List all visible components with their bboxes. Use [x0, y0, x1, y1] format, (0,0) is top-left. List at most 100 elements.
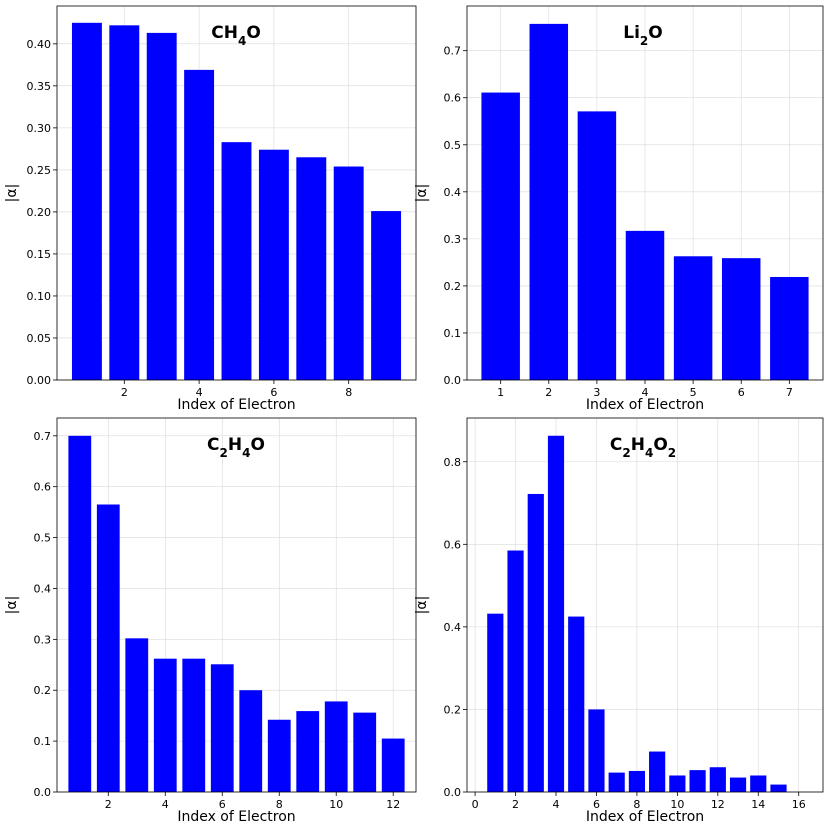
bar	[547, 435, 565, 792]
bar	[210, 664, 234, 792]
x-tick-label: 6	[593, 798, 600, 811]
y-tick-label: 0.0	[444, 374, 462, 387]
bar	[333, 166, 364, 380]
chart-title: C2H4O	[207, 435, 265, 460]
y-tick-label: 0.8	[444, 456, 462, 469]
bar	[296, 157, 327, 380]
bar	[146, 32, 177, 381]
bar	[153, 658, 177, 792]
x-tick-label: 12	[711, 798, 725, 811]
bar	[729, 777, 747, 792]
bar	[669, 775, 686, 792]
x-tick-label: 16	[792, 798, 806, 811]
y-tick-label: 0.1	[444, 327, 462, 340]
bar	[239, 690, 263, 792]
bar	[324, 701, 348, 792]
bar	[487, 613, 504, 792]
y-tick-label: 0.4	[444, 621, 462, 634]
bar	[96, 504, 120, 792]
bar	[770, 784, 787, 792]
x-tick-label: 8	[345, 386, 352, 399]
bar	[577, 111, 617, 381]
x-tick-label: 4	[642, 386, 649, 399]
bar	[267, 719, 291, 792]
x-axis-label: Index of Electron	[586, 397, 704, 413]
y-tick-label: 0.5	[34, 532, 52, 545]
y-tick-label: 0.00	[27, 374, 52, 387]
bar	[750, 775, 767, 792]
bar	[721, 258, 761, 380]
y-axis-label: |α|	[414, 596, 430, 615]
x-tick-label: 4	[196, 386, 203, 399]
y-tick-label: 0.7	[444, 45, 462, 58]
bar	[628, 770, 645, 792]
chart-c2h4o2: 0.0 0.2 0.4 0.6 0.8 0 2 4 6 8 10 12 14 16 Index of Ele…	[414, 417, 824, 825]
bar	[608, 772, 625, 792]
x-tick-label: 6	[738, 386, 745, 399]
y-tick-label: 0.25	[27, 164, 52, 177]
y-tick-label: 0.0	[34, 786, 52, 799]
y-tick-label: 0.1	[34, 735, 52, 748]
x-tick-label: 10	[329, 798, 343, 811]
bar	[529, 23, 569, 380]
y-tick-label: 0.2	[444, 280, 462, 293]
bar	[68, 435, 92, 792]
x-tick-label: 2	[545, 386, 552, 399]
bar	[588, 709, 605, 792]
chart-li2o: 0.0 0.1 0.2 0.3 0.4 0.5 0.6 0.7 1 2 3 4 5 6 7 Index of …	[414, 5, 824, 413]
x-tick-label: 2	[512, 798, 519, 811]
bar	[371, 211, 402, 380]
y-axis-label: |α|	[4, 596, 20, 615]
x-tick-label: 6	[219, 798, 226, 811]
bar	[381, 738, 405, 792]
y-axis-label: |α|	[414, 184, 430, 203]
x-tick-label: 14	[751, 798, 765, 811]
y-tick-label: 0.5	[444, 139, 462, 152]
x-tick-label: 12	[386, 798, 400, 811]
chart-title: CH4O	[211, 23, 261, 48]
x-axis-label: Index of Electron	[586, 809, 704, 825]
y-tick-label: 0.3	[34, 633, 52, 646]
x-tick-label: 10	[670, 798, 684, 811]
bar	[125, 638, 149, 792]
bar	[649, 751, 666, 792]
y-tick-label: 0.10	[27, 290, 52, 303]
y-tick-label: 0.05	[27, 332, 52, 345]
bar	[221, 142, 252, 380]
chart-c2h4o: 0.0 0.1 0.2 0.3 0.4 0.5 0.6 0.7 2 4 6 8 10 12 Index of…	[4, 417, 417, 825]
y-tick-label: 0.7	[34, 430, 52, 443]
bar	[568, 616, 585, 792]
bar	[182, 658, 206, 792]
y-tick-label: 0.6	[34, 481, 52, 494]
y-tick-label: 0.2	[34, 684, 52, 697]
y-tick-label: 0.6	[444, 92, 462, 105]
y-tick-label: 0.6	[444, 538, 462, 551]
bar	[353, 712, 377, 792]
y-tick-label: 0.35	[27, 80, 52, 93]
x-tick-label: 2	[121, 386, 128, 399]
chart-ch4o: 0.00 0.05 0.10 0.15 0.20 0.25 0.30 0.35 0.40 2 4 6 8…	[4, 5, 417, 413]
plot-frame	[56, 5, 417, 381]
bar	[481, 92, 520, 380]
x-tick-label: 8	[276, 798, 283, 811]
y-tick-label: 0.2	[444, 703, 462, 716]
y-tick-label: 0.4	[34, 582, 52, 595]
y-tick-label: 0.4	[444, 186, 462, 199]
plot-frame	[466, 417, 824, 793]
bar	[689, 770, 706, 792]
bar	[184, 69, 215, 381]
x-tick-label: 4	[162, 798, 169, 811]
bar	[71, 22, 102, 380]
x-tick-label: 3	[593, 386, 600, 399]
bar	[709, 767, 726, 792]
y-tick-label: 0.20	[27, 206, 52, 219]
bar	[109, 25, 140, 381]
y-tick-label: 0.40	[27, 38, 52, 51]
x-axis-label: Index of Electron	[177, 809, 295, 825]
chart-title: C2H4O2	[610, 435, 676, 460]
y-tick-label: 0.15	[27, 248, 52, 261]
bar	[770, 276, 809, 380]
x-tick-label: 5	[690, 386, 697, 399]
x-tick-label: 7	[786, 386, 793, 399]
